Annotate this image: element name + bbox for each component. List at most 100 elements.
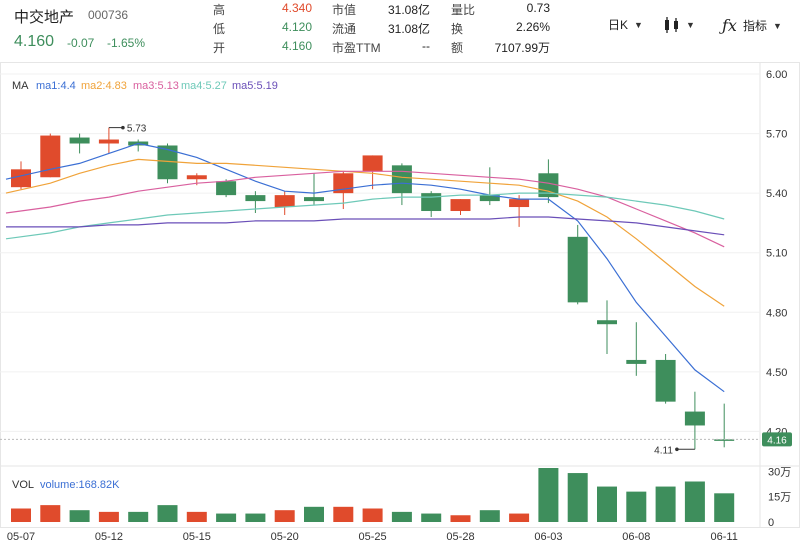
volume-tick-label: 15万	[768, 492, 791, 504]
ma5-line	[6, 216, 725, 236]
volume-bar	[450, 515, 471, 522]
market-cap-value: 31.08亿	[387, 3, 430, 17]
volume-legend: VOL volume:168.82K	[12, 479, 120, 491]
candle-body	[391, 165, 412, 194]
amount-value: 7107.99万	[494, 41, 550, 55]
ma4-line	[5, 192, 725, 240]
date-axis: 05-07 05-12 05-15 05-20 05-25 05-28 06-03 06-08…	[7, 531, 738, 543]
candle-body	[421, 193, 442, 212]
volume-bar	[69, 510, 90, 522]
ma5-legend: ma5:5.19	[232, 80, 278, 92]
candle-body	[597, 320, 617, 325]
pe-ttm-label: 市盈TTM	[332, 41, 381, 55]
chevron-down-icon: ▼	[686, 20, 695, 30]
chart-type-selector[interactable]: ▼	[664, 16, 695, 34]
candle-body	[714, 439, 735, 441]
volume-bar	[391, 511, 412, 522]
candlestick-icon	[665, 17, 678, 33]
pe-ttm-value: --	[422, 39, 430, 53]
last-price: 4.160	[14, 33, 55, 50]
volume-bar	[333, 506, 354, 522]
volume-bar	[684, 481, 705, 522]
price-tick-label: 5.70	[766, 129, 787, 141]
high-label: 高	[213, 3, 226, 17]
max-price-label: 5.73	[127, 124, 147, 135]
candle-body	[11, 169, 31, 188]
volume-bar	[509, 513, 530, 522]
candle-body	[157, 145, 178, 180]
candle-body	[186, 175, 207, 180]
price-tick-label: 4.80	[766, 307, 787, 319]
open-label: 开	[213, 41, 226, 55]
volume-bar	[626, 491, 647, 522]
date-tick-label: 06-11	[711, 531, 738, 543]
candle-body	[655, 359, 676, 402]
volume-bar	[216, 513, 237, 522]
date-tick-label: 05-07	[7, 531, 35, 543]
turnover-label: 换	[451, 22, 464, 36]
period-label: 日K	[608, 18, 629, 32]
volume-bar	[304, 506, 324, 522]
volume-legend-value: volume:168.82K	[40, 479, 120, 491]
chevron-down-icon: ▼	[634, 19, 643, 30]
volume-tick-label: 0	[768, 517, 774, 529]
volume-bar	[245, 513, 266, 522]
ma3-legend: ma3:5.13	[133, 80, 179, 92]
ma-legend-title: MA	[12, 80, 29, 92]
max-marker-dot	[121, 125, 125, 130]
float-cap-label: 流通	[332, 22, 357, 36]
candle-body	[304, 197, 324, 202]
price-tick-label: 5.10	[766, 248, 787, 260]
price-axis: 6.005.705.405.104.804.504.20	[766, 69, 787, 438]
ma3-line	[5, 170, 725, 248]
ma1-legend: ma1:4.4	[36, 80, 76, 92]
candle-body	[69, 137, 90, 144]
date-tick-label: 05-15	[183, 531, 211, 543]
chevron-down-icon: ▼	[772, 20, 782, 31]
price-change-pct: -1.65%	[107, 36, 146, 50]
volume-bar	[128, 511, 149, 522]
volume-bar	[714, 493, 735, 522]
volume-bar	[597, 486, 617, 522]
candle-body	[216, 181, 237, 196]
function-icon: ƒx	[722, 16, 737, 35]
date-tick-label: 06-03	[534, 531, 562, 543]
float-cap-value: 31.08亿	[387, 22, 430, 36]
ma2-line	[5, 158, 725, 307]
period-selector[interactable]: 日K ▼	[608, 16, 643, 33]
indicator-selector[interactable]: ƒx 指标 ▼	[722, 16, 782, 35]
high-value: 4.340	[281, 1, 312, 15]
volume-bar	[11, 508, 31, 522]
candle-body	[509, 199, 530, 208]
min-marker-dot	[675, 447, 679, 452]
volume-tick-label: 30万	[768, 466, 791, 478]
stock-code: 000736	[88, 8, 129, 22]
last-price-tag-label: 4.16	[767, 435, 787, 446]
candle-body	[479, 195, 500, 202]
volume-ratio-label: 量比	[451, 3, 476, 17]
volume-bar	[567, 473, 588, 522]
volume-bar	[40, 505, 61, 522]
ma-legend: MA ma1:4.4 ma2:4.83 ma3:5.13 ma4:5.27 ma…	[12, 80, 278, 92]
candle-body	[538, 173, 559, 198]
candles	[11, 127, 735, 450]
ma2-legend: ma2:4.83	[81, 80, 127, 92]
volume-bars	[11, 468, 735, 522]
turnover-value: 2.26%	[515, 20, 550, 34]
date-tick-label: 05-25	[359, 531, 387, 543]
volume-bar	[421, 513, 442, 522]
volume-bar	[362, 508, 383, 522]
ma-lines	[5, 142, 725, 393]
ma4-legend: ma4:5.27	[181, 80, 227, 92]
candle-body	[40, 135, 61, 178]
market-cap-label: 市值	[332, 3, 357, 17]
volume-axis: 30万 15万 0	[768, 466, 791, 529]
price-annotations: 5.73 4.11 4.16	[0, 124, 792, 456]
price-tick-label: 4.50	[766, 367, 787, 379]
volume-bar	[157, 505, 178, 522]
price-tick-label: 5.40	[766, 188, 787, 200]
volume-bar	[538, 468, 559, 522]
candle-body	[245, 195, 266, 202]
